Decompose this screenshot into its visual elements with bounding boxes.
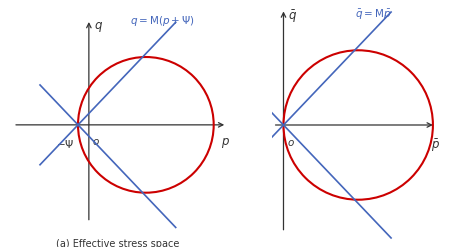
Text: $p$: $p$ bbox=[221, 136, 230, 150]
Text: o: o bbox=[288, 138, 294, 148]
Text: o: o bbox=[93, 137, 100, 147]
Text: $-\Psi$: $-\Psi$ bbox=[55, 138, 74, 150]
Text: $q = \mathrm{M}(p + \Psi)$: $q = \mathrm{M}(p + \Psi)$ bbox=[130, 14, 195, 28]
Text: $\bar{p}$: $\bar{p}$ bbox=[431, 138, 440, 154]
Text: $\bar{q}$: $\bar{q}$ bbox=[288, 9, 297, 25]
Text: $q$: $q$ bbox=[93, 20, 103, 34]
Text: $\bar{q} = \mathrm{M}\bar{p}$: $\bar{q} = \mathrm{M}\bar{p}$ bbox=[355, 8, 392, 22]
Text: (a) Effective stress space: (a) Effective stress space bbox=[56, 239, 180, 247]
